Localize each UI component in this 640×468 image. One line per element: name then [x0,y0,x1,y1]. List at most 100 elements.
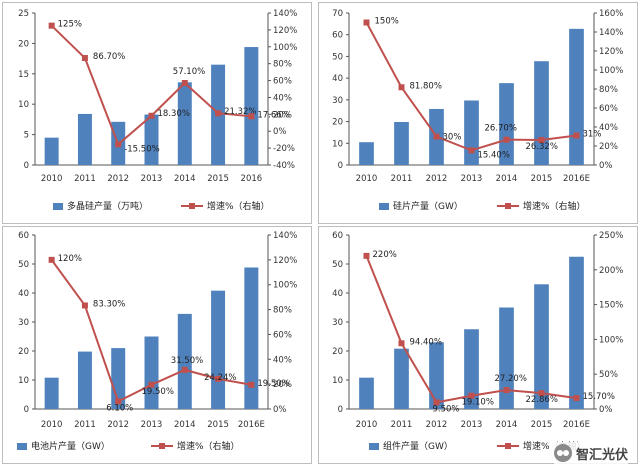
growth-data-label: 21.32% [224,107,256,117]
growth-data-label: 220% [373,250,397,260]
growth-data-label: 18.30% [158,109,190,119]
growth-marker [181,80,188,87]
right-axis-tick-label: 20% [599,142,618,152]
right-axis-tick-label: 0% [273,405,287,415]
legend-bar-label: 多晶硅产量（万吨） [67,200,148,212]
bar [359,142,374,165]
right-axis-tick-label: 120% [273,26,297,36]
growth-data-label: 125% [58,20,82,30]
x-tick-label: 2013 [461,420,483,430]
growth-data-label: -15.50% [124,144,159,154]
growth-data-label: 19.50% [257,379,289,389]
left-axis-tick-label: 5 [24,131,29,141]
left-axis-tick-label: 10 [18,376,29,386]
chart-svg-module: 0 10 20 30 40 50 60 0% 50% 100% 150% 200% 250% 2010 20… [332,231,623,452]
growth-marker [503,136,510,143]
right-axis-tick-label: 100% [273,43,297,53]
growth-marker [48,256,55,263]
x-tick-label: 2016 [241,174,263,184]
left-axis-tick-label: 0 [338,405,343,415]
bar [534,284,549,409]
left-axis-tick-label: 15 [18,70,29,80]
chart-svg-wafer: 0 10 20 30 40 50 60 70 0% 20% 40% 60% 80% 100% 120% 140… [332,9,623,212]
x-tick-label: 2016E [238,420,265,430]
growth-data-label: 17.66% [257,110,289,120]
growth-data-label: 26.70% [485,124,517,134]
x-tick-label: 2013 [461,174,483,184]
growth-data-label: 57.10% [173,67,205,77]
x-tick-label: 2011 [74,420,96,430]
growth-data-label: 86.70% [93,52,125,62]
right-axis-tick-label: 100% [599,335,623,345]
bar [77,351,92,409]
x-tick-label: 2014 [174,420,196,430]
growth-marker [538,136,545,143]
right-axis-tick-label: 0% [273,127,287,137]
right-axis-tick-label: 120% [599,47,623,57]
growth-marker [538,390,545,397]
bar [44,377,59,409]
left-axis-tick-label: 10 [18,100,29,110]
chart-svg-cell: 0 10 20 30 40 50 60 0% 20% 40% 60% 80% 100% 120% 140% 2… [17,231,297,452]
right-axis-tick-label: -20% [273,144,295,154]
x-tick-label: 2012 [426,420,448,430]
bar [464,329,479,409]
left-axis-tick-label: 30 [332,96,343,106]
left-axis-tick-label: 50 [332,52,343,62]
bar [359,377,374,409]
bar [569,28,584,166]
legend-line-label: 增速%（右轴） [207,200,270,212]
x-tick-label: 2012 [107,420,129,430]
growth-data-label: 27.20% [495,374,527,384]
growth-marker [215,110,222,117]
right-axis-tick-label: 50% [599,370,618,380]
x-tick-label: 2011 [391,420,413,430]
left-axis-tick-label: 20 [18,39,29,49]
right-axis-tick-label: 40% [599,123,618,133]
x-tick-label: 2013 [141,420,163,430]
x-tick-label: 2011 [391,174,413,184]
growth-marker [363,252,370,259]
left-axis-tick-label: 20 [332,118,343,128]
right-axis-tick-label: 80% [273,306,292,316]
left-axis-tick-label: 40 [18,289,29,299]
left-axis-tick-label: 50 [18,260,29,270]
right-axis-tick-label: 60% [273,330,292,340]
right-axis-tick-label: 0% [599,161,613,171]
wechat-logo-icon [553,444,572,462]
right-axis-tick-label: 140% [599,28,623,38]
bar [144,114,159,165]
growth-marker [468,147,475,154]
x-tick-label: 2011 [74,174,96,184]
growth-marker [81,302,88,309]
left-axis-tick-label: 60 [332,31,343,41]
x-tick-label: 2015 [207,174,229,184]
growth-marker [248,381,255,388]
right-axis-tick-label: 140% [273,9,297,19]
bar [44,137,59,165]
right-axis-tick-label: 60% [599,104,618,114]
right-axis-tick-label: 140% [273,231,297,241]
growth-data-label: 120% [58,254,82,264]
legend-bar-swatch [379,203,389,210]
x-tick-label: 2012 [107,174,129,184]
watermark-text: 智汇光伏 [575,447,628,463]
bar [211,290,226,409]
growth-marker [181,366,188,373]
legend-bar-label: 电池片产量（GW） [31,440,110,452]
x-tick-label: 2010 [41,174,63,184]
growth-data-label: 26.32% [526,142,558,152]
growth-data-label: 22.86% [526,395,558,405]
growth-marker [398,340,405,347]
chart-svg-polysilicon: 0 5 10 15 20 25 -40% -20% 0% 20% 40% 60% 80% 100% 120%… [18,9,297,212]
legend-line-label: 增速%（右轴） [177,440,240,452]
right-axis-tick-label: 150% [599,301,623,311]
bar [244,267,259,409]
left-axis-tick-label: 0 [24,405,29,415]
growth-marker [215,375,222,382]
bar [429,342,444,409]
x-tick-label: 2010 [356,174,378,184]
left-axis-tick-label: 40 [332,289,343,299]
bar [244,47,259,165]
bar [144,336,159,409]
